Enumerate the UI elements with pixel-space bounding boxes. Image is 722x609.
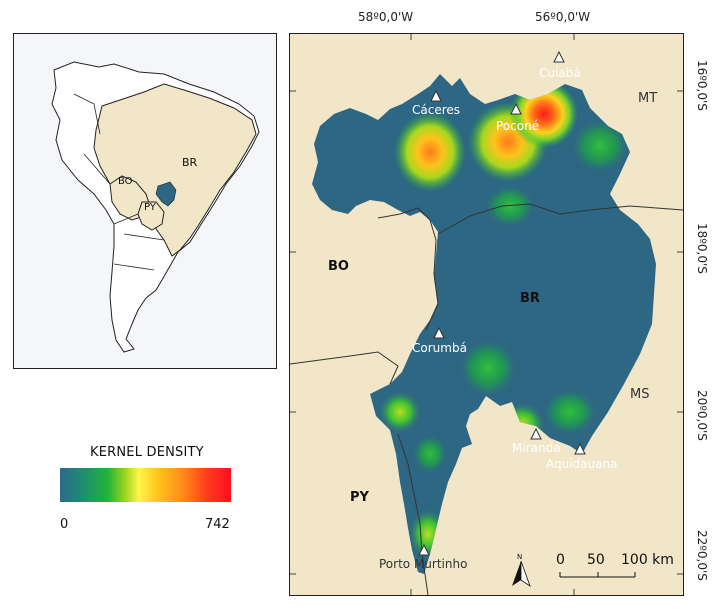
paraguay-shape: [137, 201, 165, 231]
scale-label-100: 100 km: [621, 552, 674, 568]
hotspot-east: [570, 118, 630, 174]
inset-map: BR BO PY: [13, 33, 277, 369]
coord-top-56w: 56º0,0'W: [535, 10, 591, 24]
main-map-svg: Cuiabá Cáceres Poconé Corumbá Miranda Aq…: [290, 34, 683, 595]
city-label-pocone: Poconé: [496, 119, 539, 133]
main-map: Cuiabá Cáceres Poconé Corumbá Miranda Aq…: [289, 33, 684, 596]
graticule-ticks: [290, 34, 683, 595]
hotspot-aquidauana: [542, 388, 598, 436]
legend-color-ramp: [60, 468, 231, 502]
city-marker-cuiaba: [553, 50, 565, 63]
state-label-mt: MT: [638, 91, 657, 106]
city-marker-miranda: [530, 427, 542, 440]
country-label-py: PY: [350, 490, 370, 505]
inset-label-br: BR: [182, 156, 198, 169]
inset-label-py: PY: [144, 202, 157, 213]
hotspot-west-south: [378, 390, 422, 434]
city-markers: [418, 50, 586, 556]
state-label-ms: MS: [630, 387, 649, 402]
hotspot-north-center: [484, 184, 536, 228]
country-label-bo: BO: [328, 259, 349, 274]
north-arrow-label: N: [517, 553, 522, 561]
city-label-miranda: Miranda: [512, 441, 561, 455]
pantanal-region-shape: [155, 181, 177, 207]
city-marker-porto-murtinho: [418, 543, 430, 556]
border-py-br: [397, 433, 429, 595]
city-marker-aquidauana: [574, 442, 586, 455]
coord-right-20s: 20º0,0'S: [695, 390, 709, 441]
legend-title: KERNEL DENSITY: [90, 445, 204, 460]
legend-max: 742: [205, 517, 230, 532]
coord-top-58w: 58º0,0'W: [358, 10, 414, 24]
country-label-br: BR: [520, 291, 540, 306]
scale-label-50: 50: [587, 552, 605, 568]
legend-min: 0: [60, 517, 69, 532]
city-marker-caceres: [430, 89, 442, 102]
scale-bar: 0 50 100 km: [556, 552, 674, 578]
country-borders: [73, 93, 165, 271]
city-label-cuiaba: Cuiabá: [539, 66, 581, 80]
hotspot-caceres: [394, 112, 466, 192]
coord-right-18s: 18º0,0'S: [695, 223, 709, 274]
inset-label-bo: BO: [118, 176, 133, 187]
density-hotspots: [378, 80, 630, 560]
city-label-corumba: Corumbá: [412, 341, 467, 355]
city-label-porto-murtinho: Porto Murtinho: [379, 557, 467, 571]
inset-svg: BR BO PY: [51, 61, 260, 353]
pantanal-region: [312, 74, 656, 574]
border-bo-br: [290, 207, 439, 385]
border-state-mt-ms: [437, 203, 683, 235]
city-label-caceres: Cáceres: [412, 103, 460, 117]
north-arrow-right: [520, 560, 531, 588]
north-arrow: N: [512, 553, 531, 588]
coord-right-22s: 22º0,0'S: [695, 530, 709, 581]
scale-label-0: 0: [556, 552, 565, 568]
city-label-aquidauana: Aquidauana: [546, 457, 617, 471]
coord-right-16s: 16º0,0'S: [695, 60, 709, 111]
north-arrow-left: [512, 561, 521, 586]
hotspot-corumba: [458, 338, 518, 398]
city-marker-corumba: [433, 326, 445, 339]
hotspot-south: [412, 434, 448, 474]
city-marker-pocone: [510, 102, 522, 115]
